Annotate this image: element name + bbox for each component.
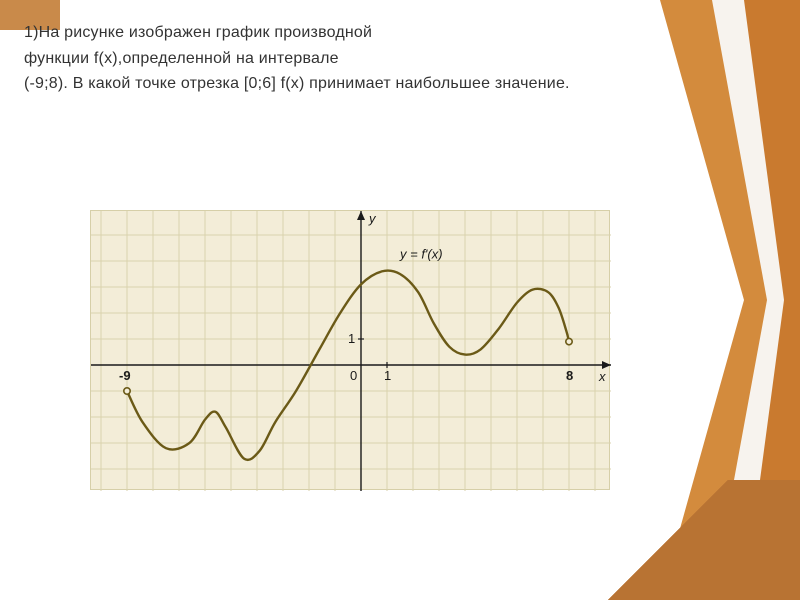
- svg-text:1: 1: [384, 368, 391, 383]
- svg-text:1: 1: [348, 331, 355, 346]
- svg-text:y = f'(x): y = f'(x): [399, 246, 443, 261]
- svg-text:0: 0: [350, 368, 357, 383]
- deco-bottom-right: [600, 480, 800, 600]
- text-line-1: 1)На рисунке изображен график производно…: [24, 20, 664, 46]
- text-line-2: функции f(x),определенной на интервале: [24, 46, 664, 72]
- derivative-graph: 0 1 1 -9 8 x y y = f'(x): [91, 211, 611, 491]
- svg-text:x: x: [598, 369, 606, 384]
- text-line-3: (-9;8). В какой точке отрезка [0;6] f(x)…: [24, 71, 664, 97]
- svg-text:8: 8: [566, 368, 573, 383]
- graph-panel: 0 1 1 -9 8 x y y = f'(x): [90, 210, 610, 490]
- svg-text:-9: -9: [119, 368, 131, 383]
- svg-text:y: y: [368, 211, 377, 226]
- slide: 1)На рисунке изображен график производно…: [0, 0, 800, 600]
- problem-text: 1)На рисунке изображен график производно…: [24, 20, 664, 97]
